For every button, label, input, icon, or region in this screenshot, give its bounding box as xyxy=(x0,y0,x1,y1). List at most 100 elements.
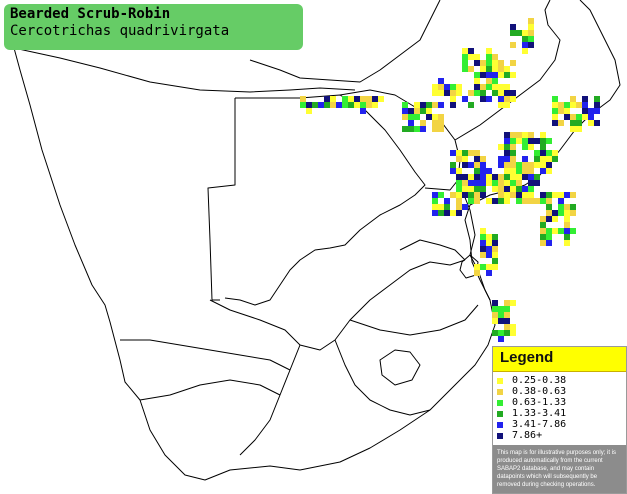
grid-cell xyxy=(402,108,408,114)
grid-cell xyxy=(456,192,462,198)
occurrence-grid xyxy=(300,18,600,342)
grid-cell xyxy=(564,222,570,228)
grid-cell xyxy=(468,54,474,60)
grid-cell xyxy=(492,72,498,78)
grid-cell xyxy=(498,312,504,318)
grid-cell xyxy=(498,318,504,324)
grid-cell xyxy=(570,114,576,120)
grid-cell xyxy=(540,162,546,168)
grid-cell xyxy=(486,84,492,90)
grid-cell xyxy=(504,174,510,180)
grid-cell xyxy=(492,60,498,66)
grid-cell xyxy=(420,126,426,132)
grid-cell xyxy=(444,198,450,204)
grid-cell xyxy=(480,252,486,258)
grid-cell xyxy=(432,204,438,210)
grid-cell xyxy=(402,126,408,132)
grid-cell xyxy=(408,108,414,114)
grid-cell xyxy=(522,198,528,204)
grid-cell xyxy=(516,30,522,36)
legend-disclaimer: This map is for illustrative purposes on… xyxy=(493,445,626,493)
grid-cell xyxy=(522,138,528,144)
legend-header: Legend xyxy=(493,347,626,372)
grid-cell xyxy=(474,150,480,156)
grid-cell xyxy=(498,330,504,336)
grid-cell xyxy=(492,186,498,192)
zambia-border xyxy=(249,0,441,83)
grid-cell xyxy=(522,174,528,180)
grid-cell xyxy=(552,120,558,126)
grid-cell xyxy=(468,186,474,192)
grid-cell xyxy=(468,48,474,54)
grid-cell xyxy=(480,234,486,240)
grid-cell xyxy=(540,138,546,144)
grid-cell xyxy=(564,240,570,246)
south-africa-provinces-2 xyxy=(239,344,301,456)
grid-cell xyxy=(462,66,468,72)
grid-cell xyxy=(534,156,540,162)
grid-cell xyxy=(468,102,474,108)
grid-cell xyxy=(456,204,462,210)
grid-cell xyxy=(438,84,444,90)
grid-cell xyxy=(438,126,444,132)
grid-cell xyxy=(456,180,462,186)
grid-cell xyxy=(504,162,510,168)
grid-cell xyxy=(522,42,528,48)
grid-cell xyxy=(546,210,552,216)
grid-cell xyxy=(504,72,510,78)
grid-cell xyxy=(522,30,528,36)
grid-cell xyxy=(486,270,492,276)
grid-cell xyxy=(516,186,522,192)
legend-item: 1.33-3.41 xyxy=(496,408,626,419)
grid-cell xyxy=(492,330,498,336)
grid-cell xyxy=(378,96,384,102)
grid-cell xyxy=(516,168,522,174)
south-africa-provinces-6 xyxy=(120,339,291,371)
legend-heading: Legend xyxy=(500,349,554,366)
grid-cell xyxy=(552,96,558,102)
grid-cell xyxy=(456,198,462,204)
grid-cell xyxy=(480,84,486,90)
grid-cell xyxy=(552,216,558,222)
grid-cell xyxy=(492,78,498,84)
grid-cell xyxy=(552,102,558,108)
grid-cell xyxy=(522,36,528,42)
grid-cell xyxy=(480,240,486,246)
grid-cell xyxy=(540,228,546,234)
grid-cell xyxy=(468,66,474,72)
grid-cell xyxy=(414,114,420,120)
grid-cell xyxy=(540,198,546,204)
grid-cell xyxy=(576,126,582,132)
grid-cell xyxy=(516,180,522,186)
grid-cell xyxy=(510,324,516,330)
grid-cell xyxy=(558,198,564,204)
grid-cell xyxy=(354,96,360,102)
grid-cell xyxy=(510,168,516,174)
grid-cell xyxy=(486,234,492,240)
grid-cell xyxy=(534,174,540,180)
grid-cell xyxy=(432,114,438,120)
grid-cell xyxy=(510,42,516,48)
grid-cell xyxy=(468,192,474,198)
grid-cell xyxy=(348,96,354,102)
grid-cell xyxy=(504,318,510,324)
grid-cell xyxy=(450,210,456,216)
grid-cell xyxy=(564,114,570,120)
grid-cell xyxy=(528,144,534,150)
grid-cell xyxy=(492,258,498,264)
grid-cell xyxy=(546,192,552,198)
grid-cell xyxy=(546,162,552,168)
grid-cell xyxy=(570,204,576,210)
grid-cell xyxy=(426,114,432,120)
grid-cell xyxy=(480,96,486,102)
grid-cell xyxy=(492,84,498,90)
grid-cell xyxy=(498,306,504,312)
grid-cell xyxy=(462,174,468,180)
grid-cell xyxy=(462,156,468,162)
grid-cell xyxy=(468,90,474,96)
grid-cell xyxy=(510,186,516,192)
grid-cell xyxy=(432,90,438,96)
grid-cell xyxy=(498,180,504,186)
grid-cell xyxy=(504,84,510,90)
mozambique-border xyxy=(454,0,561,141)
